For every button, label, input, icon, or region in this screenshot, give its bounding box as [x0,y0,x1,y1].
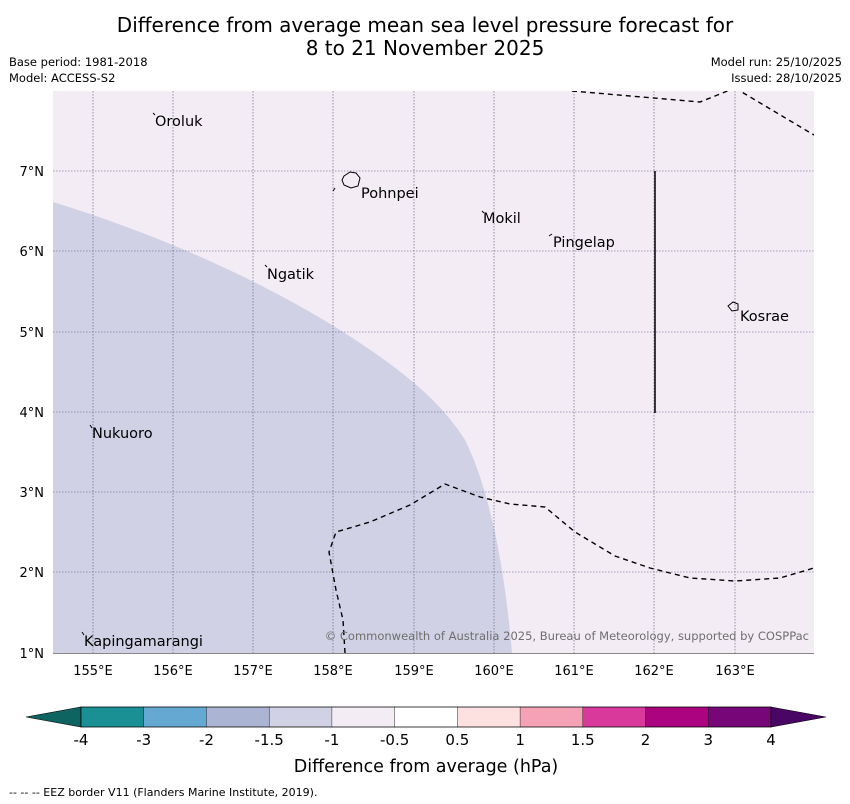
colorbar-segments [80,706,772,728]
colorbar: -4 -3 -2 -1.5 -1 -0.5 0.5 1 1.5 2 3 4 Difference fr… [25,706,827,777]
eez-borders [328,91,814,653]
lat-axis-labels: 7°N 6°N 5°N 4°N 3°N 2°N 1°N [20,165,45,662]
meta-left: Base period: 1981-2018 Model: ACCESS-S2 [9,54,148,86]
colorbar-label: Difference from average (hPa) [294,757,559,777]
lon-label-157e: 157°E [233,664,273,679]
lower-pressure-region [53,202,512,653]
place-kosrae: Kosrae [740,309,789,325]
lon-label-160e: 160°E [474,664,514,679]
title-line-1: Difference from average mean sea level p… [116,13,734,37]
colorbar-segment [645,706,709,728]
chart-title: Difference from average mean sea level p… [0,14,850,60]
lon-label-162e: 162°E [634,664,674,679]
pohnpei-island [341,171,361,189]
lat-label-5n: 5°N [20,326,45,341]
colorbar-tick-label: 4 [766,731,776,749]
colorbar-tick-labels: -4 -3 -2 -1.5 -1 -0.5 0.5 1 1.5 2 3 4 [74,731,776,749]
colorbar-segment [80,706,145,728]
colorbar-tick-label: 2 [641,731,651,749]
colorbar-under-arrow [25,706,82,728]
colorbar-frame [80,706,772,728]
colorbar-tick-label: 1 [515,731,525,749]
colorbar-segment [143,706,208,728]
lat-label-3n: 3°N [20,486,45,501]
colorbar-tick-label: -2 [199,731,214,749]
base-period: Base period: 1981-2018 [9,55,148,69]
colorbar-segment [394,706,459,728]
place-markers [81,112,553,636]
colorbar-segment [708,706,772,728]
colorbar-tick-label: -0.5 [380,731,409,749]
colorbar-tick-label: -1 [324,731,339,749]
lon-label-158e: 158°E [313,664,353,679]
place-pohnpei: Pohnpei [361,186,419,202]
meta-right: Model run: 25/10/2025 Issued: 28/10/2025 [711,54,842,86]
colorbar-tick-label: 3 [703,731,713,749]
place-kapingamarangi: Kapingamarangi [84,634,203,650]
place-oroluk: Oroluk [155,114,203,130]
issued-date: Issued: 28/10/2025 [731,71,842,85]
model-name: Model: ACCESS-S2 [9,71,116,85]
kosrae-island [727,301,739,312]
pohnpei-atoll-mark [332,187,336,192]
colorbar-tick-label: -1.5 [255,731,284,749]
place-pingelap: Pingelap [553,235,615,251]
eez-border-north [571,91,814,136]
eez-footnote: -- -- -- EEZ border V11 (Flanders Marine… [9,786,318,799]
graticule [53,91,814,653]
lat-label-4n: 4°N [20,406,45,421]
colorbar-segment [268,706,333,728]
colorbar-segment [331,706,396,728]
lon-label-163e: 163°E [715,664,755,679]
lon-label-155e: 155°E [73,664,113,679]
copyright-notice: © Commonwealth of Australia 2025, Bureau… [325,629,809,643]
colorbar-segment [457,706,521,728]
lon-axis-labels: 155°E 156°E 157°E 158°E 159°E 160°E 161°… [73,664,755,679]
place-nukuoro: Nukuoro [92,426,153,442]
place-mokil: Mokil [483,211,521,227]
colorbar-segment [206,706,270,728]
title-line-2: 8 to 21 November 2025 [305,36,545,60]
colorbar-tick-label: -3 [136,731,151,749]
colorbar-tick-label: -4 [74,731,89,749]
colorbar-segment [582,706,647,728]
lon-label-161e: 161°E [554,664,594,679]
lon-label-159e: 159°E [394,664,434,679]
model-run: Model run: 25/10/2025 [710,55,842,69]
colorbar-tick-label: 0.5 [445,731,469,749]
colorbar-segment [519,706,584,728]
colorbar-tick-label: 1.5 [571,731,595,749]
place-ngatik: Ngatik [267,267,315,283]
lat-label-6n: 6°N [20,245,45,260]
lat-label-7n: 7°N [20,165,45,180]
lat-label-1n: 1°N [20,647,45,662]
place-labels: Oroluk Pohnpei Mokil Pingelap Ngatik Kos… [84,114,789,650]
lat-label-2n: 2°N [20,566,45,581]
lon-label-156e: 156°E [153,664,193,679]
colorbar-over-arrow [770,706,827,728]
